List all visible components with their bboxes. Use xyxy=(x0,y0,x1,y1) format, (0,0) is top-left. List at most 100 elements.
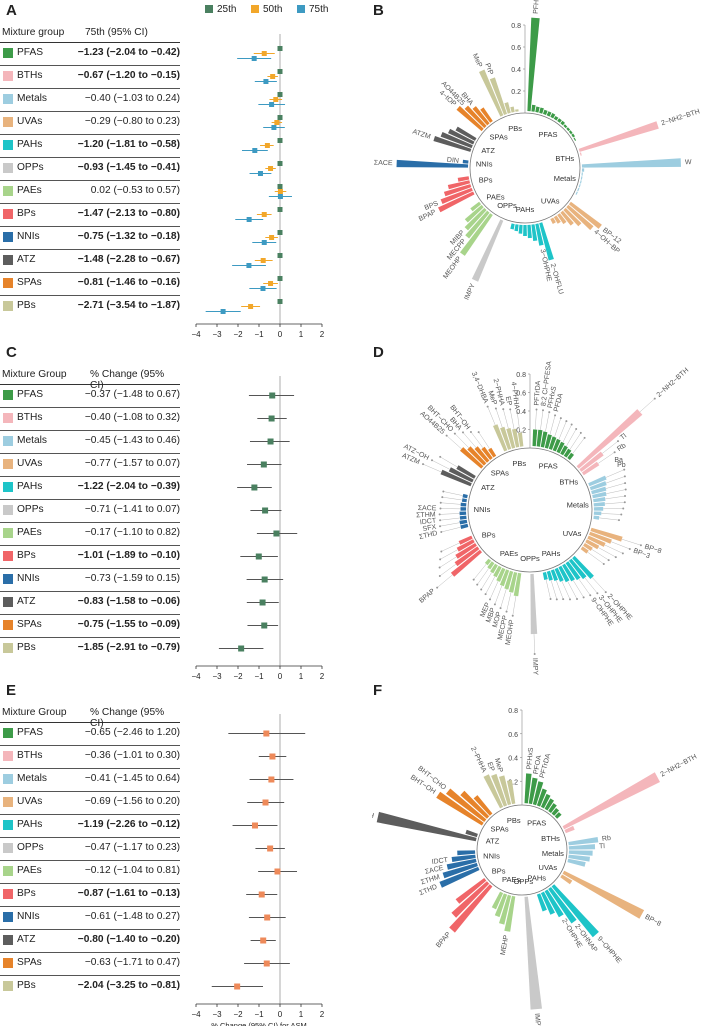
radial-whisker xyxy=(598,547,616,558)
point-estimate xyxy=(274,868,281,875)
group-swatch xyxy=(3,866,13,876)
group-label: ATZ xyxy=(481,483,495,492)
group-name: Metals xyxy=(17,773,48,784)
group-ci-value: −0.80 (−1.40 to −0.20) xyxy=(77,934,180,945)
radial-bar xyxy=(455,543,477,559)
radial-bar xyxy=(576,409,643,469)
point-estimate xyxy=(234,983,241,990)
group-ci-value: −1.22 (−2.04 to −0.39) xyxy=(77,481,180,492)
bar-label: Tl xyxy=(599,843,606,850)
point-estimate xyxy=(277,276,283,281)
table-row: OPPs −0.71 (−1.41 to 0.07) xyxy=(0,499,180,523)
radial-bar xyxy=(531,224,538,241)
radial-bar xyxy=(449,884,493,933)
radial-bar xyxy=(440,469,472,487)
point-estimate xyxy=(258,891,265,898)
group-ci-value: −0.83 (−1.58 to −0.06) xyxy=(77,596,180,607)
group-swatch xyxy=(3,643,13,653)
radial-whisker-end xyxy=(422,463,425,466)
radial-whisker-end xyxy=(484,593,487,596)
panel-label-e: E xyxy=(6,682,17,699)
group-label: PAHs xyxy=(527,873,546,882)
radial-bar xyxy=(566,127,571,132)
group-swatch xyxy=(3,48,13,58)
legend-swatch-75th xyxy=(297,5,305,13)
radial-bar xyxy=(553,116,559,121)
radial-whisker xyxy=(606,489,626,494)
group-label: ATZ xyxy=(486,836,500,845)
point-estimate xyxy=(263,730,270,737)
radial-whisker-end xyxy=(617,519,620,522)
radial-whisker-end xyxy=(499,607,502,610)
group-label: PFAS xyxy=(539,462,558,471)
radial-bar xyxy=(554,812,562,819)
radial-bar xyxy=(560,874,573,885)
group-label: PBs xyxy=(507,816,521,825)
radial-bar xyxy=(472,106,490,126)
radial-bar xyxy=(539,222,554,261)
radial-bar xyxy=(493,424,508,452)
table-row: PAHs −1.22 (−2.04 to −0.39) xyxy=(0,476,180,500)
point-estimate xyxy=(261,51,267,56)
radial-whisker-end xyxy=(624,482,627,485)
table-row: SPAs −0.63 (−1.71 to 0.47) xyxy=(0,952,180,976)
group-name: OPPs xyxy=(17,504,44,515)
radial-whisker xyxy=(485,576,496,595)
radial-whisker-end xyxy=(440,550,443,553)
group-swatch xyxy=(3,774,13,784)
radial-whisker-end xyxy=(477,431,480,434)
radial-whisker xyxy=(495,408,503,428)
radial-bar xyxy=(558,565,570,583)
radial-bar xyxy=(490,563,498,574)
point-estimate xyxy=(263,960,270,967)
radial-bar xyxy=(581,461,600,476)
radial-whisker-end xyxy=(614,556,617,559)
x-tick-label: −1 xyxy=(254,1010,264,1019)
radial-bar xyxy=(504,895,516,932)
forest-plot-a: −4 −3 −2 −1 0 1 2 % Change (95% CI) for ASM xyxy=(191,34,325,342)
point-estimate xyxy=(269,392,276,399)
radial-bar xyxy=(499,894,512,925)
radial-bar xyxy=(540,793,551,809)
legend-label-25th: 25th xyxy=(217,4,237,15)
radial-bar xyxy=(471,219,504,282)
radial-whisker xyxy=(599,517,620,521)
radial-bar xyxy=(446,858,477,870)
radial-bar xyxy=(562,870,645,919)
bar-label: BPAP xyxy=(435,931,452,950)
radial-bar xyxy=(551,884,599,938)
table-row: Metals −0.40 (−1.03 to 0.24) xyxy=(0,88,180,112)
radial-bar xyxy=(447,180,471,190)
group-name: ATZ xyxy=(17,596,36,607)
panel-label-b: B xyxy=(373,2,384,19)
table-row: BPs −1.01 (−1.89 to −0.10) xyxy=(0,545,180,569)
table-row: ATZ −0.80 (−1.40 to −0.20) xyxy=(0,929,180,953)
point-estimate xyxy=(277,189,283,194)
radial-whisker-end xyxy=(575,427,578,430)
group-ci-value: −0.36 (−1.01 to 0.30) xyxy=(84,750,180,761)
group-swatch xyxy=(3,551,13,561)
bar-label: ΣTHD xyxy=(418,530,438,541)
bar-label: 2−NH2−BTH xyxy=(660,753,699,778)
table-row: SPAs −0.81 (−1.46 to −0.16) xyxy=(0,272,180,296)
point-estimate xyxy=(268,776,275,783)
group-name: NNIs xyxy=(17,911,40,922)
radial-whisker-end xyxy=(582,596,585,599)
radial-whisker-end xyxy=(604,591,607,594)
radial-bar xyxy=(376,811,477,842)
point-estimate xyxy=(268,281,274,286)
radial-whisker xyxy=(550,580,558,600)
table-row: BPs −1.47 (−2.13 to −0.80) xyxy=(0,203,180,227)
point-estimate xyxy=(248,304,254,309)
group-ci-value: −0.93 (−1.45 to −0.41) xyxy=(77,162,180,173)
group-ci-value: −1.85 (−2.91 to −0.79) xyxy=(77,642,180,653)
radial-bar xyxy=(544,889,564,918)
group-swatch xyxy=(3,889,13,899)
table-row: BTHs −0.40 (−1.08 to 0.32) xyxy=(0,407,180,431)
point-estimate xyxy=(251,484,258,491)
x-tick-label: 2 xyxy=(320,672,325,681)
table-row: PBs −2.71 (−3.54 to −1.87) xyxy=(0,295,180,318)
group-name: BTHs xyxy=(17,750,43,761)
radial-whisker xyxy=(569,432,582,450)
radial-whisker xyxy=(561,580,571,600)
